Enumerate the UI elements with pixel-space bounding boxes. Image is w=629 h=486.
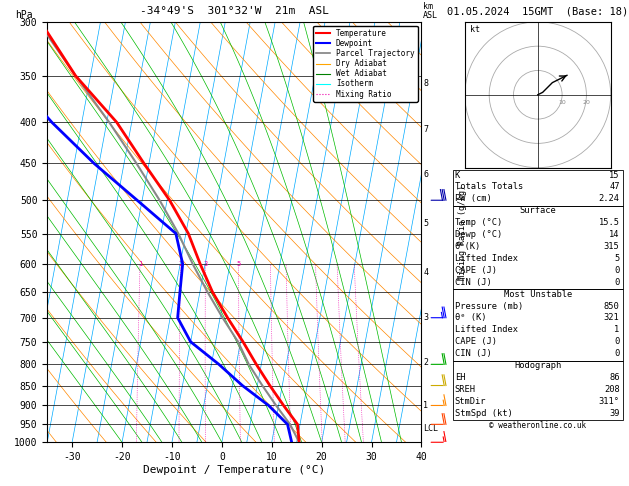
Text: km
ASL: km ASL xyxy=(423,2,438,20)
Text: 15: 15 xyxy=(609,171,620,180)
Text: θᵉ(K): θᵉ(K) xyxy=(455,242,481,251)
Text: PW (cm): PW (cm) xyxy=(455,194,491,204)
Text: CIN (J): CIN (J) xyxy=(455,349,491,358)
Text: EH: EH xyxy=(455,373,465,382)
Text: K: K xyxy=(455,171,460,180)
Text: -34°49'S  301°32'W  21m  ASL: -34°49'S 301°32'W 21m ASL xyxy=(140,6,329,16)
Text: StmDir: StmDir xyxy=(455,397,486,406)
Text: 3: 3 xyxy=(203,261,208,267)
Text: 6: 6 xyxy=(423,171,428,179)
Text: 1: 1 xyxy=(423,401,428,410)
Text: 39: 39 xyxy=(609,409,620,418)
Text: 0: 0 xyxy=(615,337,620,347)
Text: 315: 315 xyxy=(604,242,620,251)
Text: Totals Totals: Totals Totals xyxy=(455,182,523,191)
Text: Lifted Index: Lifted Index xyxy=(455,326,518,334)
Text: 7: 7 xyxy=(423,125,428,134)
Text: 0: 0 xyxy=(615,349,620,358)
X-axis label: Dewpoint / Temperature (°C): Dewpoint / Temperature (°C) xyxy=(143,465,325,475)
Text: Most Unstable: Most Unstable xyxy=(504,290,572,299)
Text: 2: 2 xyxy=(423,358,428,366)
Text: SREH: SREH xyxy=(455,385,476,394)
Text: 5: 5 xyxy=(423,219,428,228)
Text: Surface: Surface xyxy=(520,206,556,215)
Text: 47: 47 xyxy=(609,182,620,191)
Text: 2.24: 2.24 xyxy=(599,194,620,204)
Text: CAPE (J): CAPE (J) xyxy=(455,266,497,275)
Text: 1: 1 xyxy=(615,326,620,334)
Text: 3: 3 xyxy=(423,313,428,322)
Text: 0: 0 xyxy=(615,266,620,275)
Text: 2: 2 xyxy=(178,261,182,267)
Text: 5: 5 xyxy=(615,254,620,263)
Text: Mixing Ratio (g/kg): Mixing Ratio (g/kg) xyxy=(458,185,467,279)
Text: StmSpd (kt): StmSpd (kt) xyxy=(455,409,513,418)
Text: 4: 4 xyxy=(423,268,428,277)
Text: 10: 10 xyxy=(558,100,566,104)
Legend: Temperature, Dewpoint, Parcel Trajectory, Dry Adiabat, Wet Adiabat, Isotherm, Mi: Temperature, Dewpoint, Parcel Trajectory… xyxy=(313,26,418,102)
Text: 208: 208 xyxy=(604,385,620,394)
Text: LCL: LCL xyxy=(423,423,438,433)
Text: © weatheronline.co.uk: © weatheronline.co.uk xyxy=(489,421,586,430)
Text: kt: kt xyxy=(470,25,480,34)
Text: 15.5: 15.5 xyxy=(599,218,620,227)
Text: Dewp (°C): Dewp (°C) xyxy=(455,230,502,239)
Text: 850: 850 xyxy=(604,301,620,311)
Text: Lifted Index: Lifted Index xyxy=(455,254,518,263)
Text: 321: 321 xyxy=(604,313,620,323)
Text: hPa: hPa xyxy=(15,10,33,20)
Text: Pressure (mb): Pressure (mb) xyxy=(455,301,523,311)
Text: 0: 0 xyxy=(615,278,620,287)
Text: θᵉ (K): θᵉ (K) xyxy=(455,313,486,323)
Text: 8: 8 xyxy=(423,79,428,88)
Text: CIN (J): CIN (J) xyxy=(455,278,491,287)
Text: Temp (°C): Temp (°C) xyxy=(455,218,502,227)
Text: 311°: 311° xyxy=(599,397,620,406)
Text: 86: 86 xyxy=(609,373,620,382)
Text: CAPE (J): CAPE (J) xyxy=(455,337,497,347)
Text: 1: 1 xyxy=(138,261,142,267)
Text: 01.05.2024  15GMT  (Base: 18): 01.05.2024 15GMT (Base: 18) xyxy=(447,6,628,16)
Text: 5: 5 xyxy=(237,261,240,267)
Text: Hodograph: Hodograph xyxy=(514,361,562,370)
Text: 20: 20 xyxy=(582,100,591,104)
Text: 14: 14 xyxy=(609,230,620,239)
